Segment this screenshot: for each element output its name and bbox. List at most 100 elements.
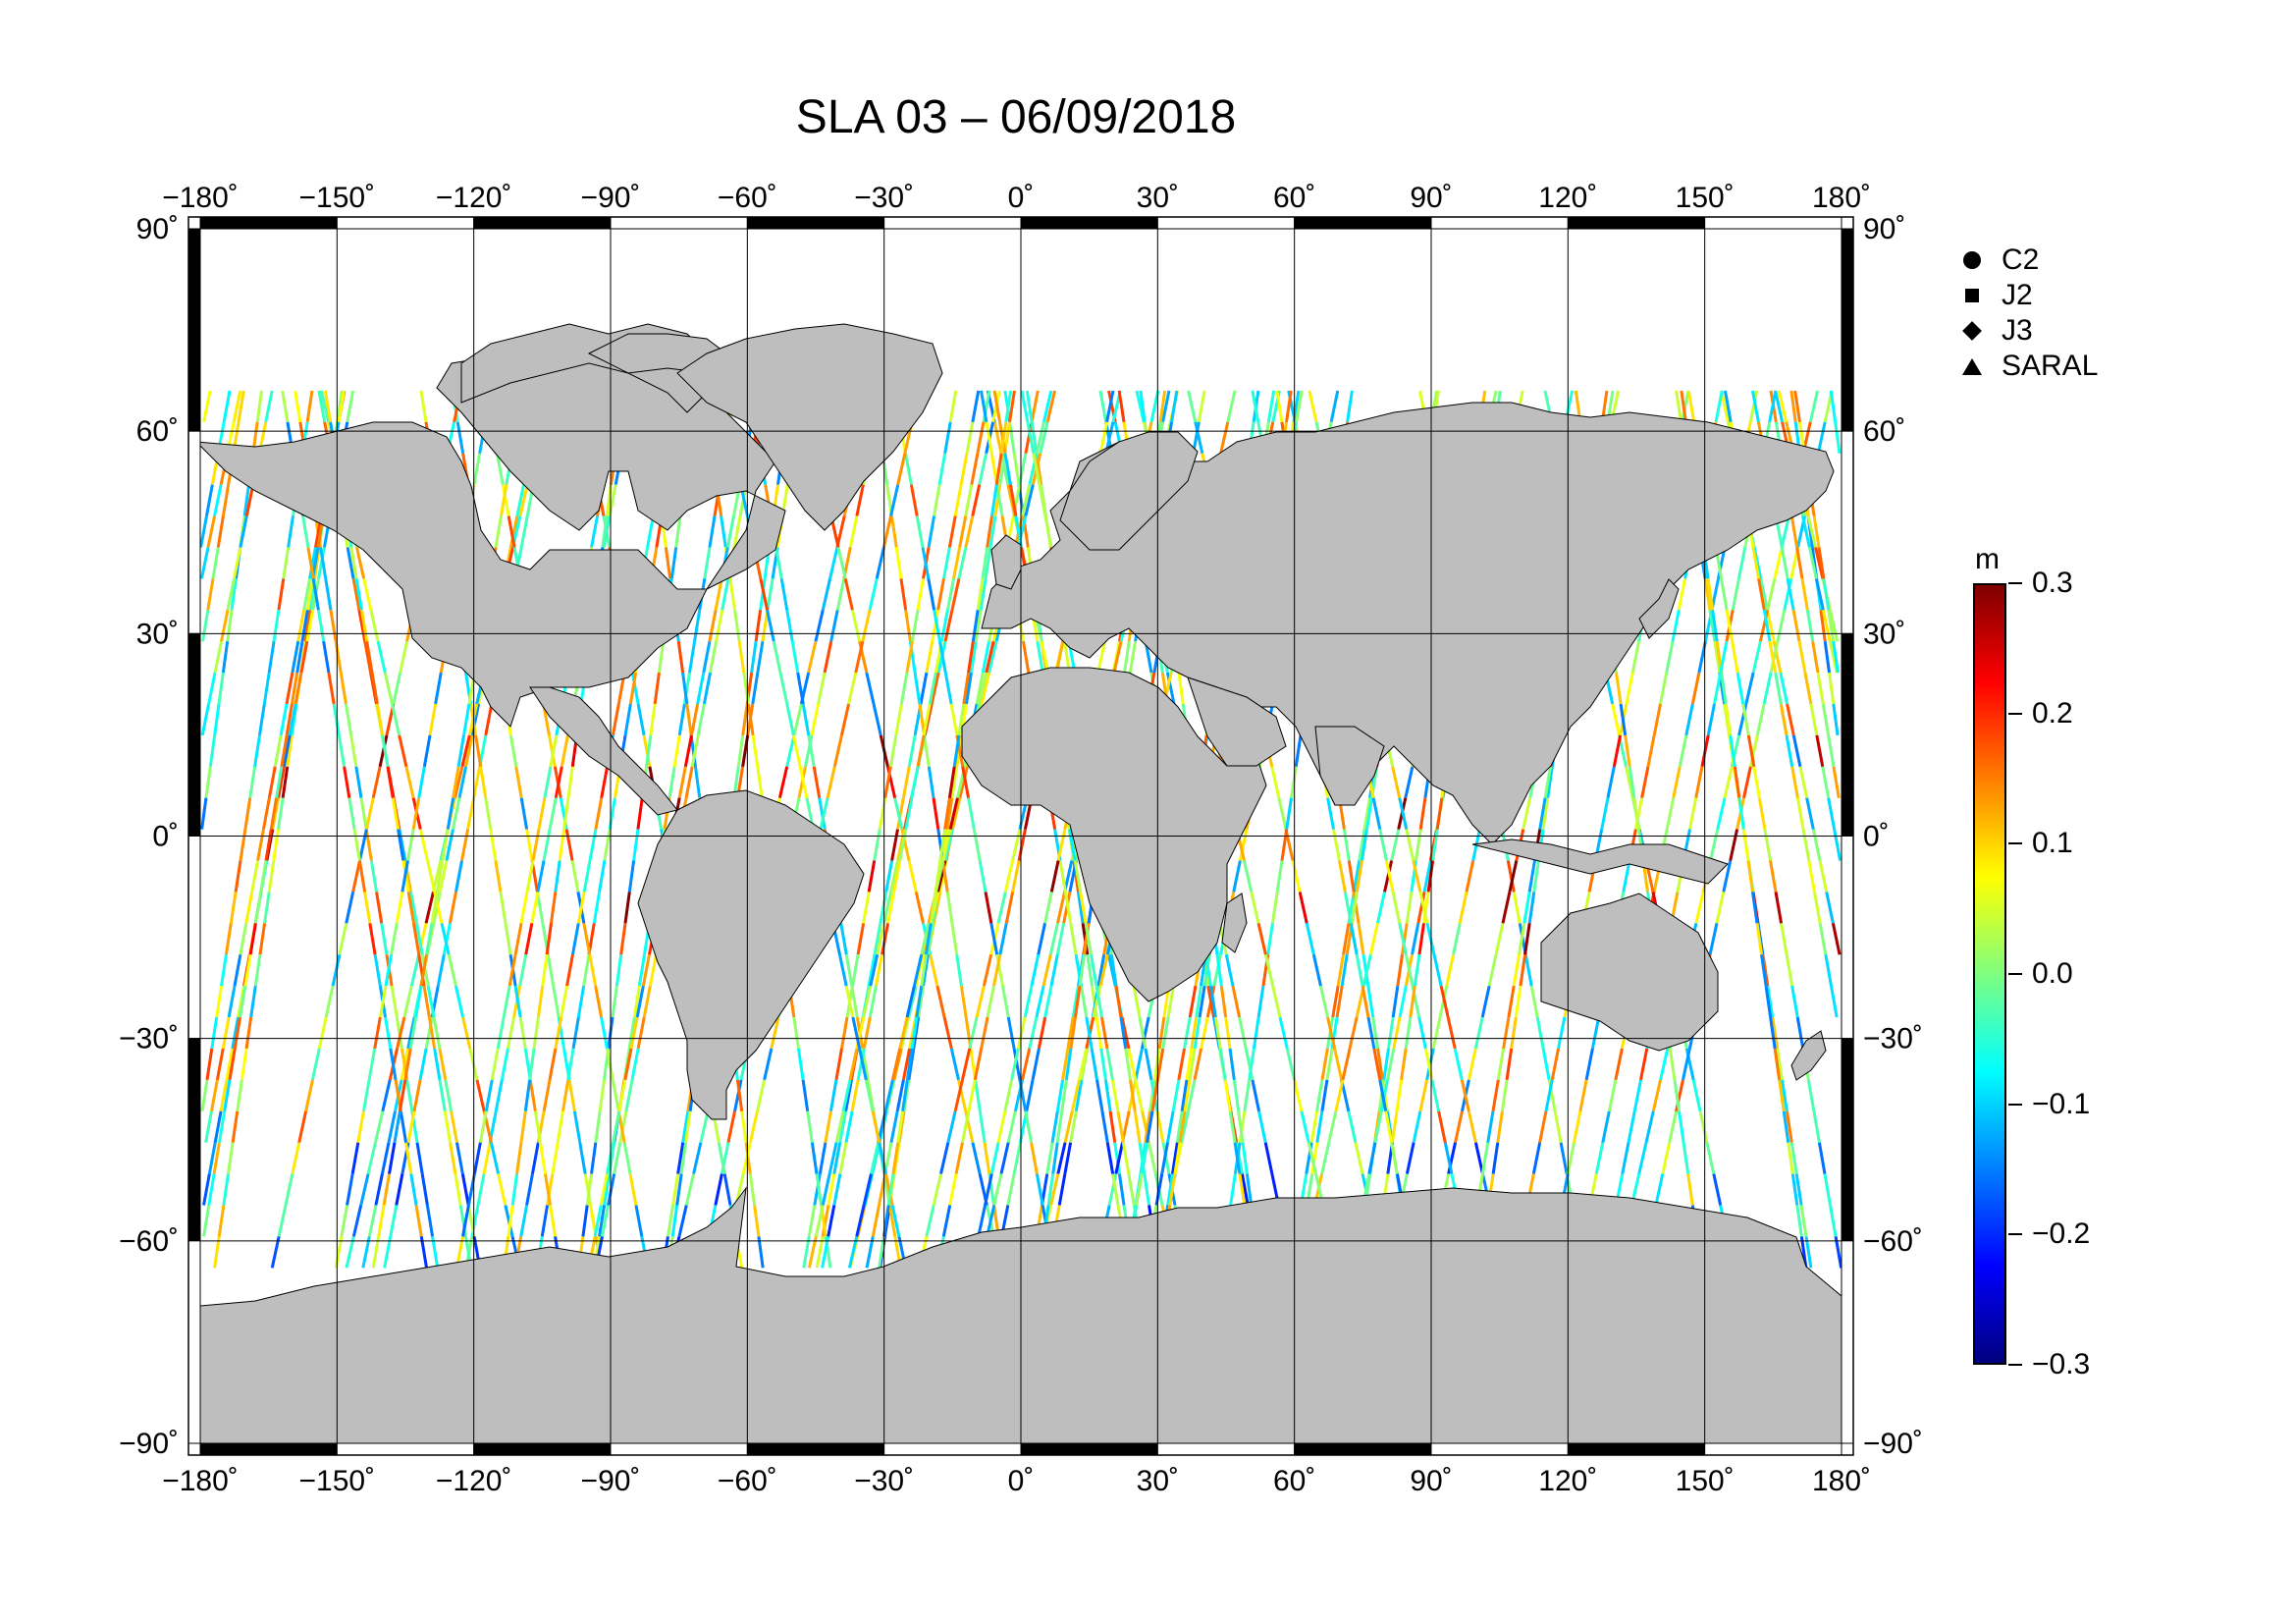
track-segment [1714, 390, 1724, 423]
track-segment [1071, 985, 1080, 1018]
track-segment [895, 1079, 905, 1112]
track-segment [1417, 923, 1425, 955]
track-segment [840, 1016, 849, 1050]
track-segment [1298, 892, 1308, 924]
track-segment [1049, 1173, 1060, 1206]
track-segment [1355, 860, 1363, 893]
track-segment [1197, 390, 1206, 423]
graticule [199, 228, 1842, 1444]
track-segment [1675, 390, 1683, 423]
track-segment [1746, 860, 1754, 893]
track-segment [445, 829, 454, 861]
track-segment [216, 515, 225, 548]
track-segment [1270, 766, 1281, 799]
track-segment [221, 1016, 231, 1050]
track-segment [949, 703, 959, 736]
track-segment [960, 1048, 972, 1081]
track-segment [677, 1205, 688, 1237]
track-segment [737, 640, 746, 674]
track-segment [500, 484, 508, 516]
track-segment [779, 578, 789, 611]
track-segment [1155, 1048, 1165, 1081]
track-segment [258, 923, 267, 955]
lon-tick-label-bottom: −60˚ [718, 1465, 777, 1497]
track-segment [1043, 985, 1053, 1018]
track-segment [1139, 390, 1147, 423]
track-segment [898, 829, 908, 861]
track-segment [1619, 703, 1628, 736]
track-segment [838, 1142, 848, 1174]
track-segment [977, 672, 988, 705]
track-segment [495, 453, 505, 485]
track-segment [916, 734, 926, 768]
track-segment [1290, 766, 1298, 798]
track-segment [1614, 1048, 1624, 1081]
track-segment [349, 734, 358, 768]
track-segment [371, 766, 382, 799]
track-segment [270, 1236, 281, 1269]
track-segment [1708, 923, 1719, 955]
track-segment [1439, 985, 1450, 1018]
track-segment [1291, 860, 1302, 893]
track-segment [1218, 1048, 1227, 1081]
track-segment [807, 1205, 817, 1237]
track-segment [1612, 734, 1623, 768]
track-segment [305, 578, 315, 611]
land-africa [961, 667, 1267, 1002]
track-segment [1584, 1048, 1594, 1081]
track-segment [504, 923, 512, 955]
track-segment [1017, 829, 1027, 861]
track-segment [1146, 1110, 1154, 1143]
track-segment [1045, 1142, 1054, 1174]
track-segment [552, 985, 561, 1018]
track-segment [381, 734, 390, 768]
track-segment [1808, 390, 1820, 423]
track-segment [1170, 1142, 1179, 1174]
track-segment [1021, 640, 1031, 674]
track-segment [433, 1048, 442, 1081]
track-segment [1741, 703, 1750, 736]
track-segment [681, 672, 689, 705]
track-segment [1171, 1079, 1181, 1112]
track-segment [1452, 923, 1462, 955]
track-segment [1143, 1173, 1151, 1206]
track-segment [412, 1079, 422, 1112]
track-segment [1720, 672, 1728, 705]
track-segment [632, 829, 640, 861]
track-segment [715, 609, 724, 642]
track-segment [991, 953, 1002, 987]
track-segment [1012, 1142, 1022, 1174]
track-segment [858, 1048, 868, 1081]
track-segment [376, 640, 387, 674]
frame-segment-top [199, 216, 338, 230]
track-segment [1391, 766, 1402, 799]
track-segment [390, 923, 399, 955]
track-segment [1708, 610, 1717, 642]
track-segment [1320, 1142, 1331, 1174]
track-segment [801, 1079, 810, 1112]
track-segment [964, 515, 975, 548]
track-segment [1615, 672, 1623, 705]
track-segment [1832, 766, 1841, 798]
track-segment [614, 954, 623, 987]
track-segment [288, 703, 297, 736]
track-segment [1166, 1173, 1174, 1206]
track-segment [358, 829, 368, 861]
track-segment [1723, 390, 1733, 423]
track-segment [588, 829, 598, 861]
track-segment [970, 453, 980, 485]
frame-segment-top [336, 216, 475, 230]
track-segment [239, 985, 247, 1018]
track-segment [1409, 985, 1416, 1018]
track-segment [952, 547, 962, 579]
track-segment [634, 1205, 644, 1237]
track-segment [389, 1205, 399, 1237]
track-segment [1055, 1110, 1064, 1143]
track-segment [1238, 829, 1249, 861]
track-segment [1787, 1142, 1794, 1174]
track-segment [1805, 797, 1815, 830]
track-segment [1335, 985, 1344, 1018]
track-segment [907, 985, 918, 1018]
frame-segment-bottom [746, 1442, 885, 1456]
track-segment [502, 985, 511, 1018]
